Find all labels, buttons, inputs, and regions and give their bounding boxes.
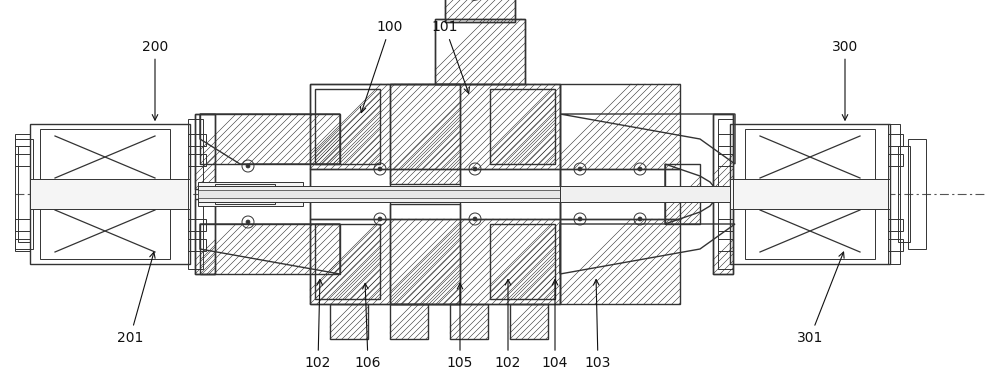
Bar xyxy=(390,304,428,339)
Bar xyxy=(15,154,30,166)
Bar xyxy=(200,114,340,164)
Text: 301: 301 xyxy=(797,252,844,345)
Bar xyxy=(18,146,30,242)
Bar xyxy=(188,239,206,251)
Bar xyxy=(560,84,680,169)
Bar xyxy=(310,84,560,169)
Bar xyxy=(665,164,700,224)
Bar xyxy=(445,0,515,22)
Circle shape xyxy=(638,167,642,171)
Circle shape xyxy=(638,217,642,221)
Bar xyxy=(310,169,560,219)
Text: 300: 300 xyxy=(832,40,858,120)
Bar xyxy=(450,304,488,339)
Bar xyxy=(718,219,733,231)
Text: 106: 106 xyxy=(355,283,381,370)
Bar xyxy=(560,169,680,219)
Bar xyxy=(898,146,910,242)
Circle shape xyxy=(246,164,250,168)
Bar xyxy=(713,199,733,274)
Bar xyxy=(745,204,875,259)
Circle shape xyxy=(246,220,250,224)
Bar xyxy=(198,190,560,198)
Bar xyxy=(560,186,730,202)
Bar xyxy=(315,224,380,299)
Bar xyxy=(730,179,890,209)
Bar xyxy=(888,124,900,264)
Bar xyxy=(888,239,903,251)
Bar xyxy=(713,114,733,189)
Text: 104: 104 xyxy=(542,279,568,370)
Bar xyxy=(888,134,903,146)
Circle shape xyxy=(578,217,582,221)
Bar xyxy=(560,219,680,304)
Bar xyxy=(718,119,733,269)
Bar xyxy=(310,219,560,304)
Bar xyxy=(198,182,303,206)
Bar xyxy=(40,204,170,259)
Text: 105: 105 xyxy=(447,283,473,370)
Text: 201: 201 xyxy=(117,252,155,345)
Circle shape xyxy=(378,217,382,221)
Bar xyxy=(195,114,215,189)
Bar xyxy=(30,124,190,264)
Circle shape xyxy=(378,167,382,171)
Bar xyxy=(15,239,30,251)
Bar xyxy=(315,89,380,164)
Text: 200: 200 xyxy=(142,40,168,120)
Text: 103: 103 xyxy=(585,279,611,370)
Bar xyxy=(215,184,275,204)
Bar xyxy=(30,179,190,209)
Bar xyxy=(435,19,525,84)
Bar xyxy=(718,239,733,251)
Bar xyxy=(730,124,890,264)
Bar xyxy=(745,129,875,184)
Bar xyxy=(15,219,30,231)
Circle shape xyxy=(578,167,582,171)
Bar xyxy=(435,19,525,84)
Bar xyxy=(195,114,215,274)
Bar xyxy=(188,154,206,166)
Bar xyxy=(390,204,460,304)
Bar xyxy=(908,139,926,249)
Bar xyxy=(390,84,460,184)
Bar xyxy=(220,186,270,202)
Bar xyxy=(15,139,33,249)
Circle shape xyxy=(473,167,477,171)
Bar xyxy=(198,186,560,202)
Bar xyxy=(40,129,170,184)
Bar xyxy=(200,224,340,274)
Text: 101: 101 xyxy=(432,20,469,93)
Bar xyxy=(330,304,368,339)
Bar xyxy=(718,154,733,166)
Bar xyxy=(510,304,548,339)
Bar xyxy=(188,219,206,231)
Bar xyxy=(15,134,30,146)
Bar xyxy=(490,89,555,164)
Bar xyxy=(195,199,215,274)
Text: 102: 102 xyxy=(495,279,521,370)
Text: 102: 102 xyxy=(305,279,331,370)
Bar xyxy=(713,114,733,274)
Bar xyxy=(888,219,903,231)
Circle shape xyxy=(473,217,477,221)
Bar xyxy=(718,134,733,146)
Bar xyxy=(490,224,555,299)
Bar xyxy=(188,134,206,146)
Text: 100: 100 xyxy=(360,20,403,113)
Bar xyxy=(445,0,515,22)
Bar xyxy=(188,119,203,269)
Bar xyxy=(888,154,903,166)
Bar xyxy=(390,84,460,304)
Bar xyxy=(310,84,560,304)
